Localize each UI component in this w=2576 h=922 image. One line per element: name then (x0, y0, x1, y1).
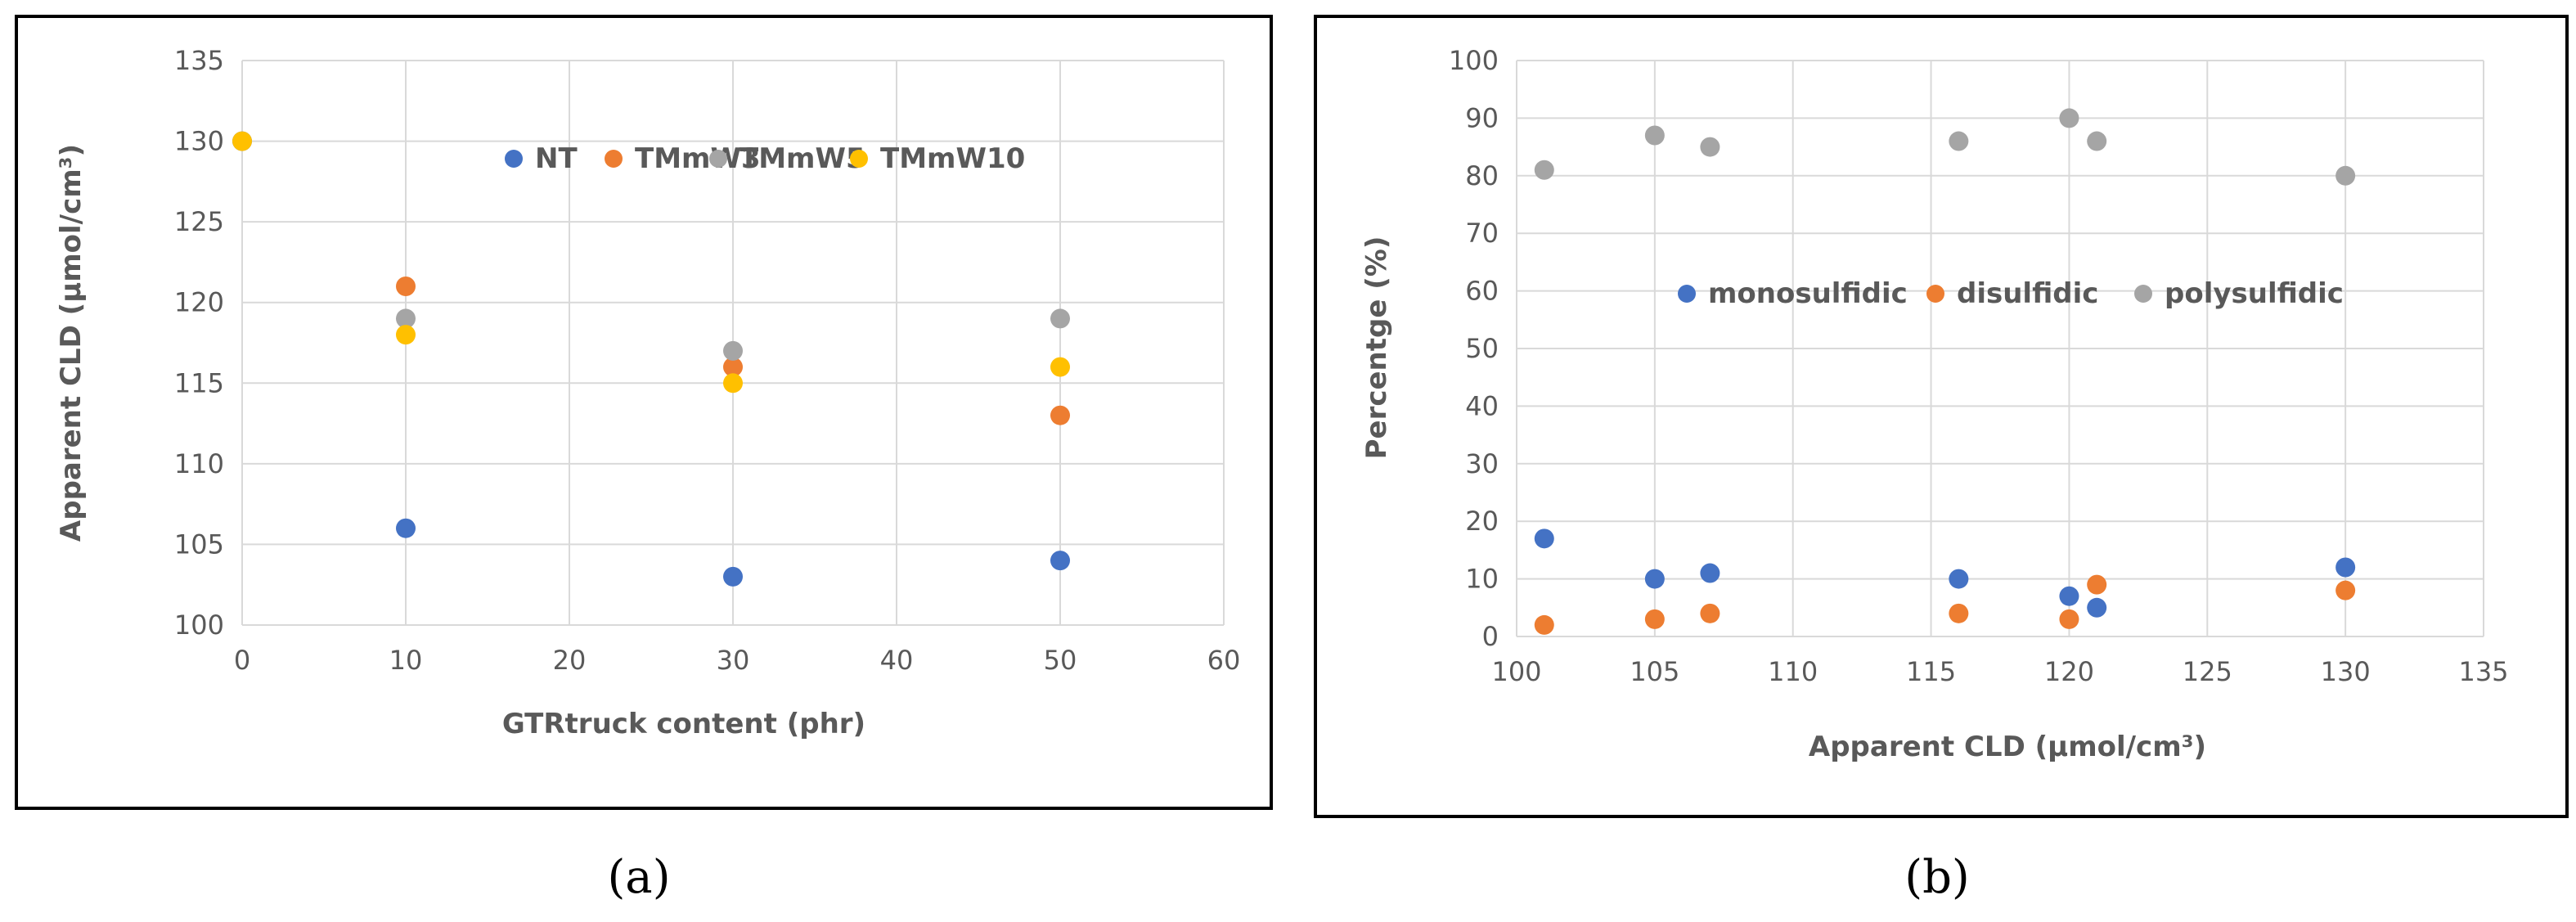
chart-b-legend-marker-polysulfidic (2134, 285, 2152, 303)
chart-b-legend-label-disulfidic: disulfidic (1957, 277, 2098, 310)
chart-a-xtick-label: 60 (1207, 645, 1241, 676)
chart-a-point-tmmw10 (723, 373, 743, 394)
chart-a-xtick-label: 30 (717, 645, 750, 676)
chart-a-point-tmmw3 (1050, 405, 1070, 425)
chart-b-ytick-label: 20 (1465, 506, 1499, 537)
chart-b-xtick-label: 120 (2044, 656, 2094, 687)
chart-a-ytick-label: 115 (174, 367, 224, 398)
chart-b-point-monosulfidic (1644, 569, 1665, 589)
caption-a: (a) (607, 851, 671, 904)
chart-b-point-disulfidic (1949, 603, 1969, 623)
chart-a-point-tmmw10 (232, 131, 252, 151)
chart-a-legend-label-tmmw10: TMmW10 (880, 142, 1025, 175)
chart-b-point-monosulfidic (2087, 597, 2107, 618)
chart-b-xtick-label: 125 (2183, 656, 2232, 687)
chart-a-xlabel: GTRtruck content (phr) (502, 708, 865, 740)
chart-a-ytick-label: 125 (174, 206, 224, 237)
chart-a-ytick-label: 120 (174, 287, 224, 318)
chart-b-legend-label-polysulfidic: polysulfidic (2165, 277, 2344, 310)
chart-b-point-polysulfidic (2335, 165, 2356, 186)
chart-b-point-monosulfidic (1534, 528, 1554, 549)
chart-a-point-tmmw10 (1050, 357, 1070, 377)
chart-a-ylabel: Apparent CLD (μmol/cm³) (55, 144, 88, 542)
chart-b-ytick-label: 10 (1465, 564, 1499, 595)
chart-a-legend-label-tmmw5: TMmW5 (740, 142, 865, 175)
chart-b-legend-marker-disulfidic (1926, 285, 1944, 303)
chart-b-point-polysulfidic (1700, 137, 1720, 157)
chart-b-point-monosulfidic (2335, 557, 2356, 578)
chart-a-legend-label-tmmw3: TMmW3 (635, 142, 761, 175)
chart-a-ytick-label: 130 (174, 126, 224, 157)
chart-a-point-tmmw5 (723, 340, 743, 361)
chart-b-ytick-label: 70 (1465, 218, 1499, 249)
chart-b-xtick-label: 105 (1630, 656, 1679, 687)
chart-b-ytick-label: 30 (1465, 448, 1499, 479)
chart-b-point-disulfidic (1644, 609, 1665, 629)
chart-a-xtick-label: 10 (389, 645, 423, 676)
chart-a-xtick-label: 20 (553, 645, 587, 676)
caption-b: (b) (1904, 851, 1970, 904)
chart-b-xtick-label: 135 (2458, 656, 2508, 687)
chart-b-point-polysulfidic (1949, 131, 1969, 151)
chart-b-ytick-label: 80 (1465, 160, 1499, 191)
chart-b-xtick-label: 100 (1491, 656, 1541, 687)
chart-b-ytick-label: 90 (1465, 102, 1499, 133)
chart-b-point-disulfidic (1700, 603, 1720, 623)
chart-b-point-monosulfidic (1700, 563, 1720, 583)
chart-b-point-disulfidic (1534, 614, 1554, 635)
chart-a-ytick-label: 105 (174, 528, 224, 560)
chart-a-point-tmmw3 (396, 277, 416, 296)
chart-b-point-monosulfidic (2059, 586, 2079, 606)
chart-a-xtick-label: 50 (1044, 645, 1077, 676)
chart-b-frame (1314, 15, 2569, 818)
chart-b-point-disulfidic (2059, 609, 2079, 629)
chart-a-point-tmmw3 (723, 357, 743, 377)
chart-b-point-polysulfidic (1644, 125, 1665, 146)
chart-b-ytick-label: 50 (1465, 333, 1499, 364)
chart-b-xtick-label: 110 (1768, 656, 1818, 687)
chart-a-point-nt (396, 518, 416, 538)
chart-a-legend-marker-tmmw3 (605, 150, 623, 168)
chart-b-legend-marker-monosulfidic (1678, 285, 1696, 303)
chart-b-point-disulfidic (2335, 580, 2356, 600)
chart-a-legend-marker-tmmw5 (709, 150, 727, 168)
chart-a-point-nt (1050, 551, 1070, 571)
chart-a-point-tmmw10 (396, 325, 416, 345)
chart-b-xtick-label: 130 (2321, 656, 2371, 687)
chart-b-xtick-label: 115 (1906, 656, 1956, 687)
chart-b-point-polysulfidic (2087, 131, 2107, 151)
chart-a-ytick-label: 100 (174, 609, 224, 641)
chart-a-legend-marker-tmmw10 (850, 150, 868, 168)
chart-a-xtick-label: 40 (880, 645, 914, 676)
chart-b-point-monosulfidic (1949, 569, 1969, 589)
chart-a-ytick-label: 110 (174, 448, 224, 479)
chart-b-point-polysulfidic (2059, 108, 2079, 128)
chart-a-legend-label-nt: NT (535, 142, 578, 175)
chart-b-legend-label-monosulfidic: monosulfidic (1708, 277, 1908, 310)
chart-b-point-polysulfidic (1534, 160, 1554, 180)
chart-b-ylabel: Percentge (%) (1360, 236, 1393, 460)
chart-b-ytick-label: 60 (1465, 276, 1499, 307)
chart-b-xlabel: Apparent CLD (μmol/cm³) (1809, 731, 2206, 763)
chart-a-point-nt (723, 566, 743, 587)
chart-a-ytick-label: 135 (174, 45, 224, 76)
chart-a-legend-marker-nt (505, 150, 523, 168)
chart-a-point-tmmw5 (396, 308, 416, 329)
chart-a-point-tmmw5 (1050, 308, 1070, 329)
chart-b-ytick-label: 40 (1465, 390, 1499, 421)
chart-a-xtick-label: 0 (234, 645, 250, 676)
chart-b-point-disulfidic (2087, 574, 2107, 595)
chart-b-ytick-label: 0 (1482, 621, 1499, 652)
chart-b-ytick-label: 100 (1449, 45, 1499, 76)
